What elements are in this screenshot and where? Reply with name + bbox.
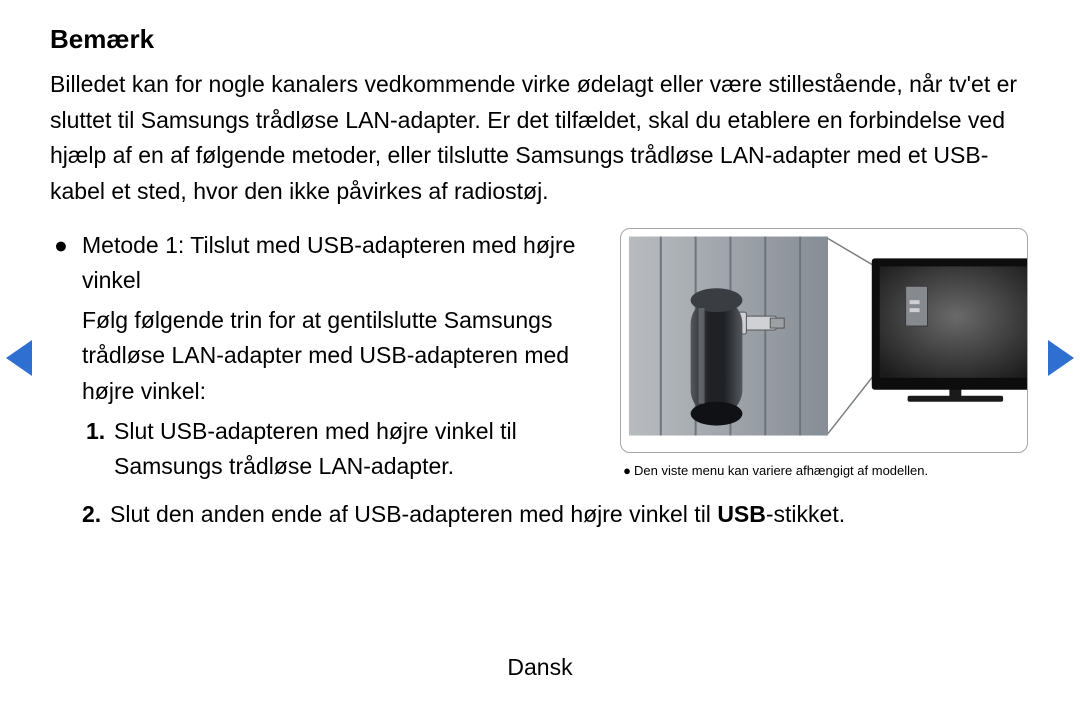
page-language-footer: Dansk <box>0 654 1080 681</box>
tv-adapter-illustration <box>621 228 1027 453</box>
illustration-caption: Den viste menu kan variere afhængigt af … <box>634 463 928 478</box>
prev-page-arrow[interactable] <box>6 340 32 376</box>
caption-bullet-icon: ● <box>620 463 634 478</box>
illustration-frame <box>620 228 1028 453</box>
step1-text: Slut USB-adapteren med højre vinkel til … <box>114 414 600 485</box>
step2-text: Slut den anden ende af USB-adapteren med… <box>110 497 1030 533</box>
method1-title: Metode 1: Tilslut med USB-adapteren med … <box>82 228 600 299</box>
next-page-arrow[interactable] <box>1048 340 1074 376</box>
note-heading: Bemærk <box>50 24 1030 55</box>
bullet-icon: ● <box>50 228 82 485</box>
step1-number: 1. <box>82 414 114 485</box>
step2-number: 2. <box>78 497 110 533</box>
intro-paragraph: Billedet kan for nogle kanalers vedkomme… <box>50 67 1030 210</box>
method1-desc: Følg følgende trin for at gentilslutte S… <box>82 303 600 410</box>
